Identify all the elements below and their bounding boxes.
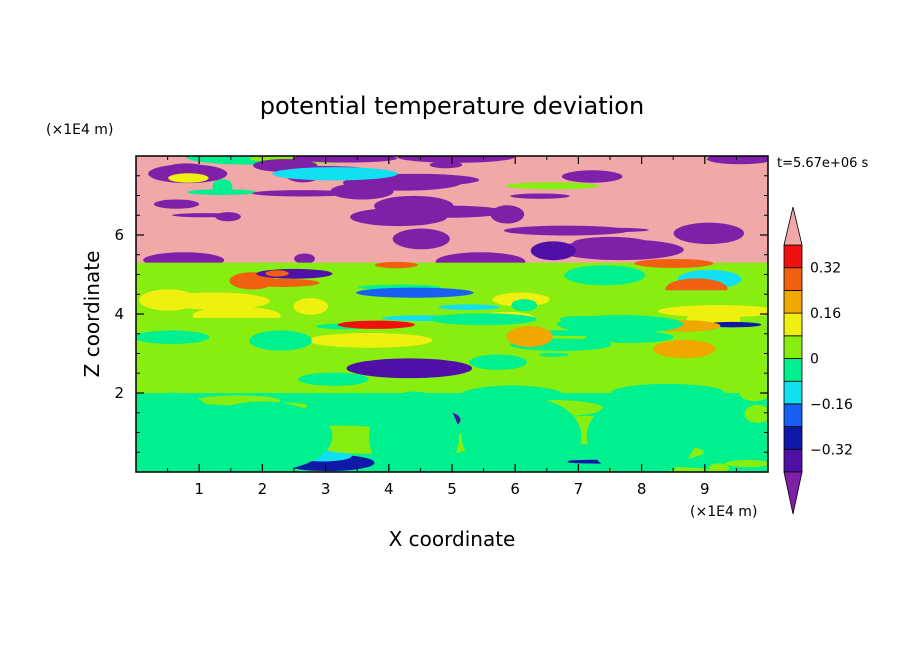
colorbar: 0.32 0.16 0 −0.16 −0.32	[783, 206, 853, 515]
field-blob	[530, 241, 576, 261]
y-axis-label: Z coordinate	[80, 251, 104, 378]
field-blob	[572, 236, 649, 249]
field-blob	[538, 352, 569, 357]
colorbar-min-arrow	[783, 471, 803, 515]
field-blob	[245, 278, 320, 287]
field-blob	[136, 330, 210, 345]
field-blob	[556, 315, 684, 334]
y-axis: 2 4 6	[114, 175, 768, 453]
field-blob	[374, 261, 419, 269]
field-blob	[744, 404, 768, 423]
field-blob	[469, 354, 528, 370]
field-blob	[252, 190, 354, 197]
field-blob	[564, 265, 646, 286]
contour-plot-area	[136, 156, 768, 472]
field-blob	[658, 305, 768, 318]
field-blob	[272, 167, 398, 181]
field-blob	[350, 207, 448, 227]
colorbar-bin	[783, 267, 803, 291]
field-blob	[346, 358, 473, 379]
colorbar-bin	[783, 289, 803, 314]
circulation-cell	[461, 396, 582, 472]
field-blob	[430, 313, 537, 326]
colorbar-bin	[783, 244, 803, 269]
x-axis: 1 2 3 4 5 6 7 8 9	[167, 156, 737, 498]
x-tick-label: 2	[258, 480, 268, 498]
field-blob	[490, 205, 525, 224]
colorbar-label: 0	[810, 352, 819, 368]
field-blob	[582, 335, 606, 349]
field-blob	[308, 333, 433, 348]
colorbar-bin	[783, 426, 803, 450]
field-blob	[673, 222, 745, 245]
x-axis-label: X coordinate	[389, 527, 516, 551]
field-blob	[392, 228, 450, 250]
x-tick-label: 5	[447, 480, 457, 498]
field-blob	[292, 156, 398, 163]
colorbar-label: −0.32	[810, 442, 853, 458]
field-blob	[168, 173, 209, 183]
field-blob	[510, 193, 570, 199]
field-blob	[249, 330, 312, 351]
field-blob	[356, 287, 474, 298]
colorbar-max-arrow	[783, 206, 803, 246]
field-blob	[172, 213, 238, 218]
colorbar-bin	[783, 380, 803, 405]
colorbar-bin	[783, 358, 803, 382]
time-label: t=5.67e+06 s	[777, 156, 869, 171]
field-blob	[505, 182, 600, 190]
field-blob	[298, 372, 369, 386]
field-blob	[739, 385, 768, 402]
field-blob	[293, 298, 328, 315]
field-blob	[337, 320, 415, 329]
field-blob	[294, 253, 315, 264]
y-tick-label: 2	[114, 384, 124, 402]
y-unit-label: (×1E4 m)	[46, 122, 113, 138]
field-blob	[511, 299, 538, 312]
colorbar-bin	[783, 335, 803, 359]
field-blob	[438, 304, 501, 310]
x-tick-label: 6	[510, 480, 520, 498]
field-blob	[212, 179, 233, 195]
field-blob	[708, 463, 730, 472]
field-blob	[725, 460, 768, 468]
field-blob	[153, 199, 200, 209]
field-blob	[561, 170, 623, 183]
field-blob	[397, 156, 515, 163]
x-tick-label: 8	[637, 480, 647, 498]
colorbar-label: −0.16	[810, 397, 853, 413]
colorbar-label: 0.32	[810, 261, 841, 277]
y-tick-label: 4	[114, 305, 124, 323]
x-tick-label: 3	[321, 480, 331, 498]
field-blob	[139, 289, 198, 311]
circulation-cell	[586, 396, 697, 472]
x-tick-label: 1	[194, 480, 204, 498]
chart-title: potential temperature deviation	[260, 92, 644, 120]
colorbar-bin	[783, 448, 803, 473]
field-blob	[265, 270, 289, 277]
circulation-cell	[136, 392, 219, 472]
circulation-cell	[369, 391, 460, 472]
colorbar-label: 0.16	[810, 306, 841, 322]
colorbar-bin	[783, 403, 803, 427]
x-tick-label: 9	[700, 480, 710, 498]
x-unit-label: (×1E4 m)	[690, 504, 757, 520]
field-blob	[506, 326, 553, 348]
field-blob	[634, 258, 714, 268]
field-blob	[429, 161, 463, 169]
field-blob	[653, 339, 716, 359]
field-blob	[706, 156, 768, 165]
x-tick-label: 4	[384, 480, 394, 498]
colorbar-bin	[783, 312, 803, 337]
field-blob	[567, 227, 649, 233]
circulation-cell	[192, 401, 333, 472]
y-tick-label: 6	[114, 226, 124, 244]
x-tick-label: 7	[574, 480, 584, 498]
